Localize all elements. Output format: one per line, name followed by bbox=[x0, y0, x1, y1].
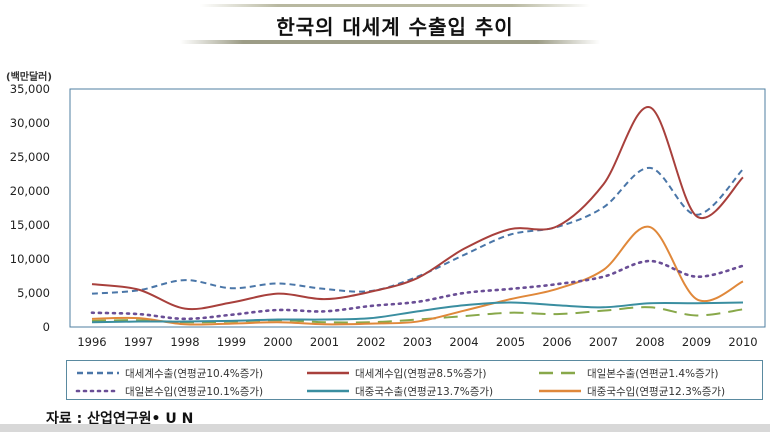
x-tick-label: 2010 bbox=[728, 335, 757, 349]
legend-label: 대중국수출(연평균13.7%증가) bbox=[355, 386, 494, 398]
series-line-3 bbox=[90, 259, 745, 321]
x-tick-label: 2008 bbox=[635, 335, 664, 349]
chart-svg: 0 5,000 10,000 15,000 20,000 25,000 30,000 35,0… bbox=[10, 82, 766, 349]
plot-area bbox=[69, 88, 766, 328]
x-tick-label: 2009 bbox=[682, 335, 711, 349]
legend: 대세계수출(연평균10.4%증가) 대세계수입(연평균8.5%증가) 대일본수출(연… bbox=[66, 360, 763, 400]
legend-swatch bbox=[539, 389, 581, 393]
legend-swatch bbox=[539, 371, 581, 375]
x-tick-label: 1997 bbox=[124, 335, 153, 349]
y-axis-ticks: 0 5,000 10,000 15,000 20,000 25,000 30,000 35,0… bbox=[10, 82, 50, 334]
legend-label: 대일본수출(연편균1.4%증가) bbox=[587, 368, 719, 380]
bottom-bar bbox=[0, 424, 770, 432]
y-tick-label: 0 bbox=[43, 320, 50, 334]
x-tick-label: 1999 bbox=[217, 335, 246, 349]
title-band: 한국의 대세계 수출입 추이 bbox=[180, 2, 600, 44]
x-tick-label: 2003 bbox=[403, 335, 432, 349]
legend-swatch bbox=[307, 389, 349, 393]
legend-label: 대일본수입(연평균10.1%증가) bbox=[125, 386, 264, 398]
legend-swatch bbox=[77, 371, 119, 375]
legend-swatch bbox=[75, 389, 121, 393]
legend-label: 대세계수출(연평균10.4%증가) bbox=[125, 368, 264, 380]
x-tick-label: 2000 bbox=[263, 335, 292, 349]
chart-title: 한국의 대세계 수출입 추이 bbox=[276, 15, 514, 39]
series-line-4 bbox=[91, 301, 744, 324]
legend-label: 대중국수입(연평균12.3%증가) bbox=[587, 386, 726, 398]
series-line-1 bbox=[91, 106, 744, 311]
series-line-5 bbox=[91, 225, 744, 326]
x-axis-ticks: 1996 1997 1998 1999 2000 2001 2002 2003 2004 2005… bbox=[77, 335, 757, 349]
y-tick-label: 35,000 bbox=[10, 82, 50, 96]
y-tick-label: 15,000 bbox=[10, 218, 50, 232]
y-tick-label: 30,000 bbox=[10, 116, 50, 130]
series-lines bbox=[90, 106, 745, 326]
x-tick-label: 2007 bbox=[589, 335, 618, 349]
x-tick-label: 2002 bbox=[356, 335, 385, 349]
x-tick-label: 2004 bbox=[449, 335, 478, 349]
x-tick-label: 1996 bbox=[77, 335, 106, 349]
x-tick-label: 2005 bbox=[496, 335, 525, 349]
y-tick-label: 20,000 bbox=[10, 184, 50, 198]
y-tick-label: 5,000 bbox=[17, 286, 50, 300]
legend-swatch bbox=[307, 371, 349, 375]
x-tick-label: 2001 bbox=[310, 335, 339, 349]
x-tick-label: 1998 bbox=[170, 335, 199, 349]
y-tick-label: 25,000 bbox=[10, 150, 50, 164]
x-tick-label: 2006 bbox=[542, 335, 571, 349]
source-note: 자료 : 산업연구원• U N bbox=[46, 411, 194, 427]
legend-label: 대세계수입(연평균8.5%증가) bbox=[355, 368, 487, 380]
y-axis-unit-label: (백만달러) bbox=[6, 72, 52, 83]
y-tick-label: 10,000 bbox=[10, 252, 50, 266]
